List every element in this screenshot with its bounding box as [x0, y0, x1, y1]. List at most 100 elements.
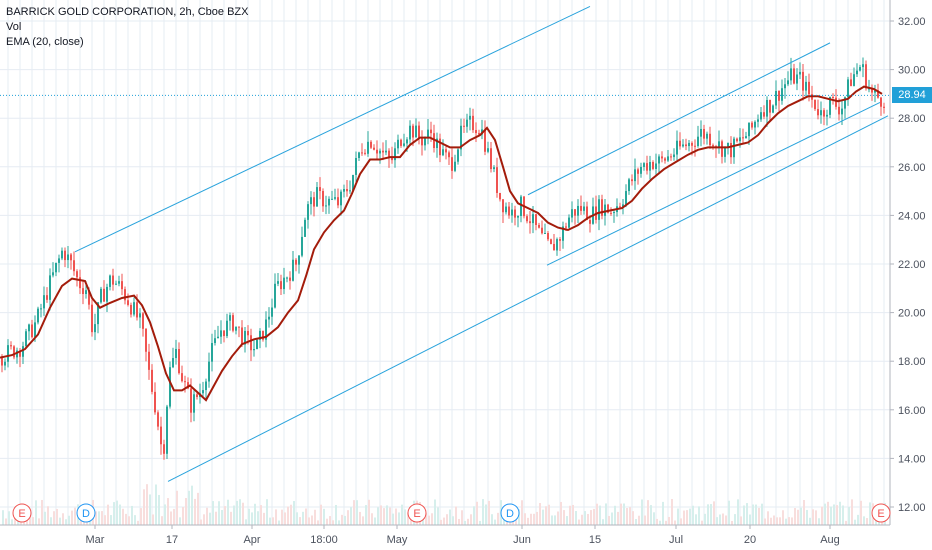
- candle-body: [427, 129, 429, 138]
- volume-bar: [344, 515, 346, 525]
- dividend-marker[interactable]: D: [76, 503, 96, 523]
- candle-body: [430, 129, 432, 134]
- dividend-marker[interactable]: D: [500, 503, 520, 523]
- candle-body: [535, 214, 537, 225]
- volume-bar: [365, 505, 367, 525]
- volume-bar: [560, 501, 562, 525]
- volume-bar: [566, 516, 568, 525]
- volume-bar: [380, 505, 382, 525]
- volume-bar: [518, 509, 520, 525]
- earnings-marker[interactable]: E: [12, 503, 32, 523]
- volume-bar: [623, 503, 625, 525]
- candle-body: [580, 205, 582, 211]
- symbol-title[interactable]: BARRICK GOLD CORPORATION, 2h, Cboe BZX: [6, 6, 249, 18]
- candle-body: [133, 302, 135, 315]
- y-tick-label: 18.00: [898, 356, 926, 368]
- candle-body: [442, 149, 444, 156]
- candle-body: [16, 350, 18, 358]
- volume-bar: [854, 519, 856, 525]
- candle-body: [307, 204, 309, 220]
- volume-bar: [392, 513, 394, 525]
- candle-body: [526, 216, 528, 222]
- volume-bar: [833, 504, 835, 525]
- candle-body: [838, 106, 840, 115]
- candle-body: [634, 169, 636, 182]
- earnings-marker[interactable]: E: [407, 503, 427, 523]
- volume-bar: [125, 513, 127, 525]
- candle-body: [649, 161, 651, 171]
- candle-body: [289, 277, 291, 281]
- volume-bar: [128, 516, 130, 525]
- candle-body: [316, 187, 318, 207]
- candle-body: [808, 81, 810, 95]
- volume-bar: [338, 520, 340, 525]
- candle-body: [280, 281, 282, 290]
- candle-body: [862, 64, 864, 68]
- channel-lines: [74, 5, 889, 482]
- candle-body: [625, 191, 627, 205]
- volume-bar: [494, 519, 496, 525]
- volume-bar: [353, 500, 355, 525]
- ema-label[interactable]: EMA (20, close): [6, 36, 84, 48]
- candle-body: [229, 315, 231, 321]
- earnings-marker[interactable]: E: [871, 503, 891, 523]
- candle-body: [172, 358, 174, 368]
- volume-bar: [572, 504, 574, 525]
- candle-body: [379, 150, 381, 154]
- volume-bar: [131, 505, 133, 525]
- volume-bar: [839, 501, 841, 525]
- y-tick-label: 16.00: [898, 405, 926, 417]
- candle-body: [70, 254, 72, 261]
- volume-bar: [371, 513, 373, 525]
- trend-line-upper-left: [74, 5, 591, 253]
- volume-bar: [722, 513, 724, 525]
- volume-bar: [536, 511, 538, 525]
- volume-bar: [797, 509, 799, 525]
- candle-body: [832, 97, 834, 99]
- volume-bar: [689, 508, 691, 525]
- candle-body: [586, 206, 588, 220]
- candle-body: [622, 204, 624, 208]
- volume-bar: [233, 505, 235, 525]
- volume-bar: [251, 512, 253, 525]
- volume-bar: [650, 505, 652, 525]
- volume-bar: [578, 519, 580, 525]
- candle-body: [319, 187, 321, 192]
- volume-bar: [563, 510, 565, 525]
- candle-body: [487, 148, 489, 152]
- volume-bar: [245, 519, 247, 525]
- candle-body: [118, 281, 120, 284]
- volume-bar: [827, 501, 829, 525]
- ema-20-line: [0, 85, 883, 402]
- candle-body: [40, 308, 42, 310]
- volume-bar: [620, 503, 622, 525]
- volume-bar: [326, 518, 328, 525]
- volume-bar: [224, 506, 226, 525]
- candle-body: [7, 345, 9, 362]
- volume-bar: [68, 515, 70, 525]
- volume-bar: [860, 500, 862, 525]
- volume-label[interactable]: Vol: [6, 21, 22, 33]
- candle-body: [121, 281, 123, 290]
- candle-body: [685, 144, 687, 147]
- candle-body: [349, 190, 351, 192]
- candle-body: [205, 381, 207, 391]
- volume-bar: [35, 500, 37, 525]
- candle-body: [619, 206, 621, 208]
- volume-bar: [374, 517, 376, 525]
- candle-body: [682, 144, 684, 147]
- candle-body: [76, 271, 78, 278]
- volume-bar: [74, 507, 76, 525]
- candle-body: [841, 108, 843, 115]
- volume-bar: [824, 503, 826, 525]
- volume-bar: [710, 504, 712, 525]
- candle-body: [484, 129, 486, 152]
- candle-body: [700, 128, 702, 137]
- x-axis: Mar 17 Apr 18:00 May Jun 15 Jul 20 Aug: [0, 524, 890, 546]
- candle-body: [37, 308, 39, 323]
- candle-body: [112, 275, 114, 285]
- volume-bar: [434, 499, 436, 525]
- volume-bar: [809, 517, 811, 525]
